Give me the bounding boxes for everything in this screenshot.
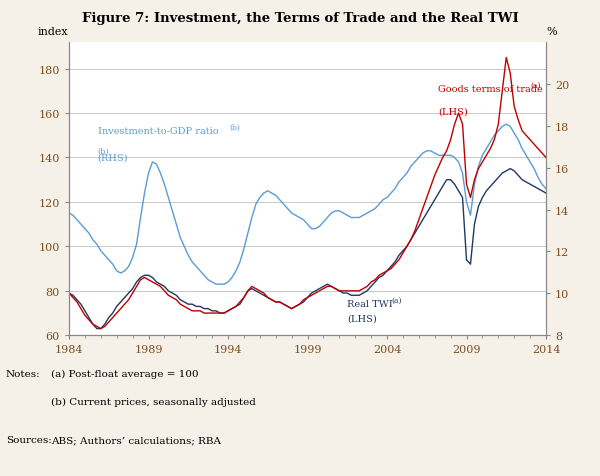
Text: (b) Current prices, seasonally adjusted: (b) Current prices, seasonally adjusted (51, 397, 256, 407)
Text: (LHS): (LHS) (347, 314, 377, 323)
Text: (a): (a) (392, 297, 402, 304)
Text: Real TWI: Real TWI (347, 300, 393, 309)
Text: Figure 7: Investment, the Terms of Trade and the Real TWI: Figure 7: Investment, the Terms of Trade… (82, 12, 518, 25)
Text: %: % (546, 27, 557, 37)
Text: (b): (b) (98, 147, 109, 155)
Text: Sources:: Sources: (6, 436, 52, 445)
Text: Goods terms of trade: Goods terms of trade (438, 85, 542, 94)
Text: Investment-to-GDP ratio: Investment-to-GDP ratio (98, 127, 218, 136)
Text: (a) Post-float average = 100: (a) Post-float average = 100 (51, 369, 199, 378)
Text: (a): (a) (530, 81, 541, 89)
Text: (LHS): (LHS) (438, 107, 467, 116)
Text: ABS; Authors’ calculations; RBA: ABS; Authors’ calculations; RBA (51, 436, 221, 445)
Text: index: index (38, 27, 68, 37)
Text: (RHS): (RHS) (98, 153, 128, 162)
Text: Notes:: Notes: (6, 369, 41, 378)
Text: (b): (b) (230, 123, 241, 131)
